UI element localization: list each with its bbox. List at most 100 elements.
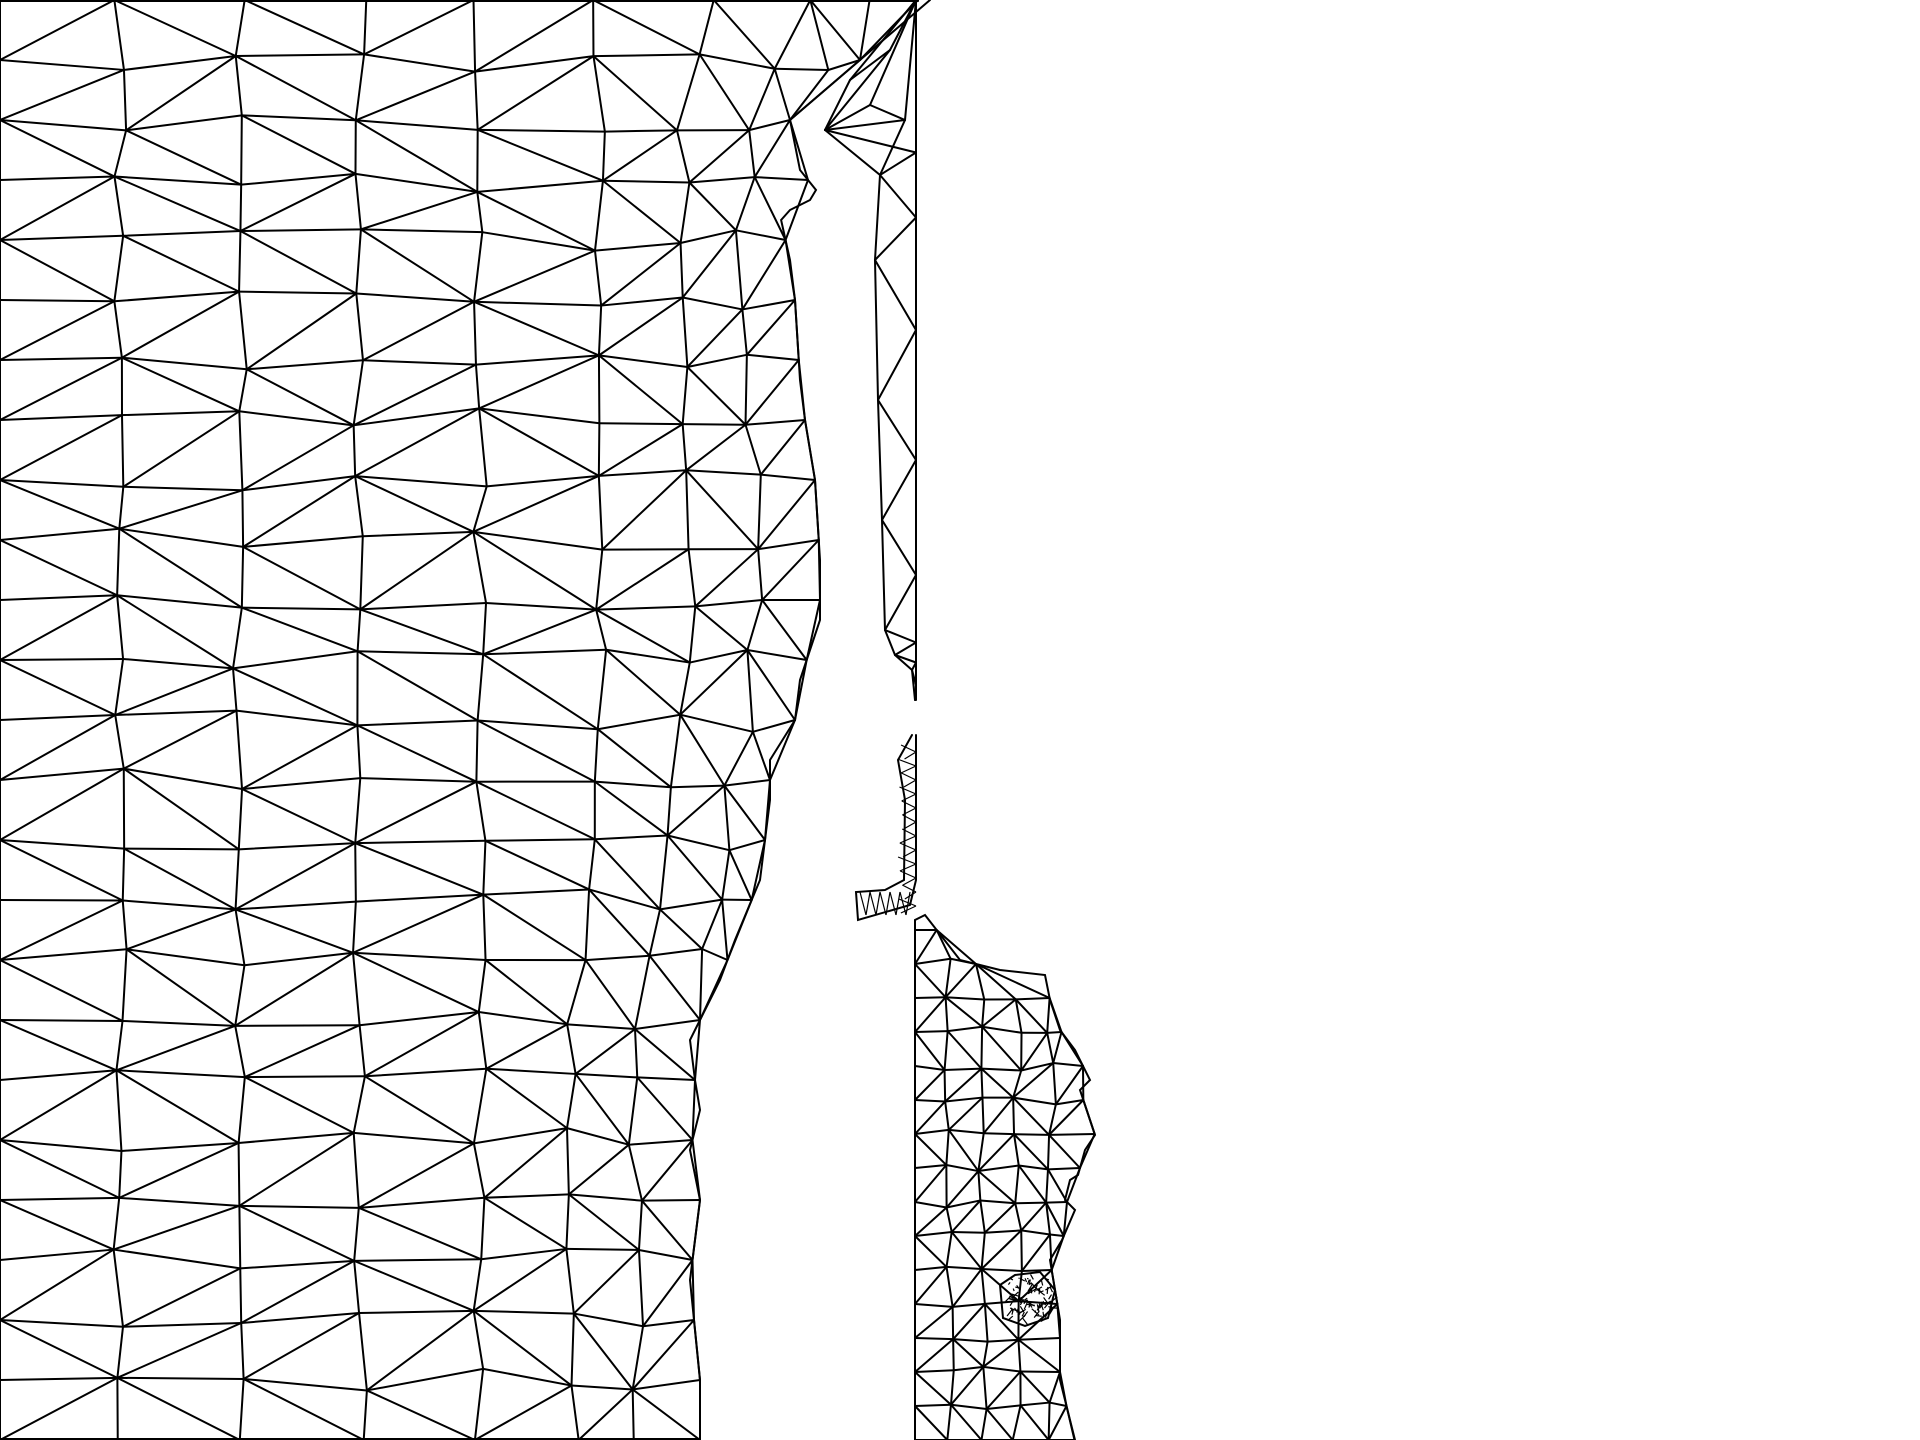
mesh-edge bbox=[935, 929, 977, 965]
mesh-edge bbox=[474, 354, 600, 366]
mesh-edge bbox=[354, 780, 478, 845]
mesh-edge bbox=[0, 1196, 121, 1201]
mesh-edge bbox=[354, 475, 488, 488]
mesh-edge bbox=[980, 1067, 984, 1099]
mesh-edge bbox=[669, 784, 726, 789]
mesh-edge bbox=[473, 231, 484, 303]
mesh-edge bbox=[944, 963, 977, 999]
mesh-edge bbox=[359, 228, 476, 303]
mesh-edge bbox=[985, 1370, 1022, 1411]
mesh-edge bbox=[601, 179, 682, 244]
mesh-edge bbox=[242, 1312, 361, 1380]
mesh-edge bbox=[944, 957, 952, 999]
mesh-edge bbox=[121, 899, 237, 911]
mesh-edge bbox=[0, 234, 125, 241]
mesh-edge bbox=[1024, 1278, 1028, 1283]
mesh-edge bbox=[944, 996, 986, 1001]
mesh-edge bbox=[115, 1019, 124, 1072]
mesh-edge bbox=[688, 605, 697, 664]
mesh-edge bbox=[1048, 1294, 1053, 1300]
mesh-edge bbox=[914, 1303, 954, 1308]
mesh-edge bbox=[593, 728, 599, 783]
mesh-edge bbox=[237, 1131, 355, 1144]
mesh-edge bbox=[694, 605, 749, 652]
mesh-edge bbox=[761, 599, 808, 661]
mesh-edge bbox=[980, 1231, 986, 1270]
mesh-edge bbox=[1026, 1303, 1035, 1306]
mesh-edge bbox=[0, 713, 117, 721]
mesh-edge bbox=[982, 1365, 1022, 1373]
mesh-edge bbox=[889, 0, 917, 51]
mesh-edge bbox=[595, 608, 691, 664]
mesh-edge bbox=[1045, 1201, 1051, 1236]
mesh-edge bbox=[0, 0, 116, 61]
mesh-edge bbox=[352, 893, 485, 954]
mesh-edge bbox=[240, 606, 359, 653]
mesh-edge bbox=[593, 780, 672, 789]
mesh-edge bbox=[597, 296, 684, 357]
mesh-edge bbox=[238, 368, 248, 413]
mesh-edge bbox=[757, 548, 764, 602]
mesh-edge bbox=[914, 957, 952, 965]
mesh-edge bbox=[1048, 1099, 1085, 1136]
mesh-edge bbox=[1012, 1062, 1055, 1099]
mesh-edge bbox=[943, 1030, 949, 1071]
mesh-edge bbox=[572, 1248, 640, 1315]
mesh-edge bbox=[1060, 1031, 1084, 1067]
mesh-edge bbox=[900, 744, 917, 753]
mesh-edge bbox=[121, 847, 126, 902]
mesh-edge bbox=[877, 399, 917, 461]
mesh-edge bbox=[476, 190, 596, 252]
mesh-edge bbox=[358, 1312, 368, 1392]
mesh-edge bbox=[699, 948, 704, 1021]
mesh-edge bbox=[482, 893, 587, 962]
mesh-edge bbox=[985, 1404, 1022, 1411]
mesh-edge bbox=[827, 59, 861, 71]
mesh-edge bbox=[1052, 1031, 1063, 1065]
mesh-edge bbox=[809, 0, 830, 71]
mesh-edge bbox=[238, 290, 248, 371]
mesh-edge bbox=[947, 1096, 984, 1131]
mesh-edge bbox=[1044, 1301, 1051, 1304]
mesh-edge bbox=[352, 407, 481, 427]
mesh-edge bbox=[691, 1079, 696, 1141]
mesh-edge bbox=[1008, 1298, 1017, 1301]
mesh-edge bbox=[746, 649, 808, 661]
mesh-edge bbox=[472, 1258, 483, 1312]
mesh-edge bbox=[746, 649, 796, 721]
mesh-edge bbox=[975, 963, 1017, 1001]
mesh-edge bbox=[914, 1305, 954, 1339]
mesh-edge bbox=[982, 1338, 1020, 1368]
mesh-edge bbox=[597, 423, 684, 477]
mesh-edge bbox=[982, 1365, 988, 1411]
mesh-edge bbox=[859, 0, 871, 61]
mesh-edge bbox=[1020, 1031, 1049, 1072]
mesh-edge bbox=[480, 1247, 568, 1261]
mesh-edge bbox=[482, 839, 487, 896]
mesh-edge bbox=[567, 1193, 640, 1251]
mesh-edge bbox=[238, 290, 358, 295]
mesh-edge bbox=[122, 767, 244, 791]
mesh-edge bbox=[901, 800, 917, 809]
mesh-edge bbox=[125, 54, 237, 132]
mesh-edge bbox=[597, 474, 604, 551]
mesh-edge bbox=[363, 53, 477, 73]
mesh-edge bbox=[116, 594, 235, 670]
mesh-edge bbox=[679, 713, 726, 787]
mesh-edge bbox=[637, 1199, 643, 1251]
mesh-edge bbox=[234, 842, 357, 911]
mesh-edge bbox=[748, 67, 776, 132]
mesh-edge bbox=[234, 0, 246, 57]
mesh-edge bbox=[474, 363, 481, 410]
mesh-edge bbox=[1023, 1301, 1029, 1310]
mesh-edge bbox=[1056, 1303, 1061, 1339]
mesh-edge bbox=[112, 1248, 124, 1328]
mesh-edge bbox=[980, 1268, 1023, 1272]
mesh-edge bbox=[352, 1075, 366, 1134]
mesh-edge bbox=[944, 996, 949, 1033]
mesh-edge bbox=[1017, 1338, 1061, 1373]
main-mesh-region bbox=[0, 0, 931, 1440]
mesh-edge bbox=[1046, 1031, 1063, 1034]
mesh-edge bbox=[627, 1076, 639, 1146]
mesh-edge bbox=[1017, 1269, 1023, 1303]
